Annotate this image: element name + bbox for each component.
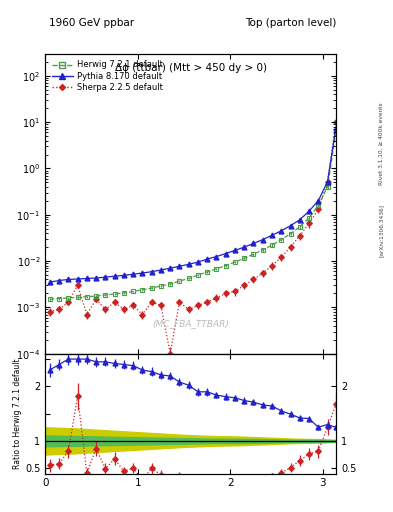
- Y-axis label: Ratio to Herwig 7.2.1 default: Ratio to Herwig 7.2.1 default: [13, 358, 22, 469]
- Text: Rivet 3.1.10, ≥ 400k events: Rivet 3.1.10, ≥ 400k events: [379, 102, 384, 185]
- Text: [arXiv:1306.3436]: [arXiv:1306.3436]: [379, 204, 384, 257]
- Legend: Herwig 7.2.1 default, Pythia 8.170 default, Sherpa 2.2.5 default: Herwig 7.2.1 default, Pythia 8.170 defau…: [50, 58, 165, 94]
- Text: 1960 GeV ppbar: 1960 GeV ppbar: [49, 18, 134, 28]
- Text: Δϕ (t̅tbar) (Mtt > 450 dy > 0): Δϕ (t̅tbar) (Mtt > 450 dy > 0): [115, 63, 266, 73]
- Text: Top (parton level): Top (parton level): [244, 18, 336, 28]
- Text: (MC_FBA_TTBAR): (MC_FBA_TTBAR): [152, 319, 229, 328]
